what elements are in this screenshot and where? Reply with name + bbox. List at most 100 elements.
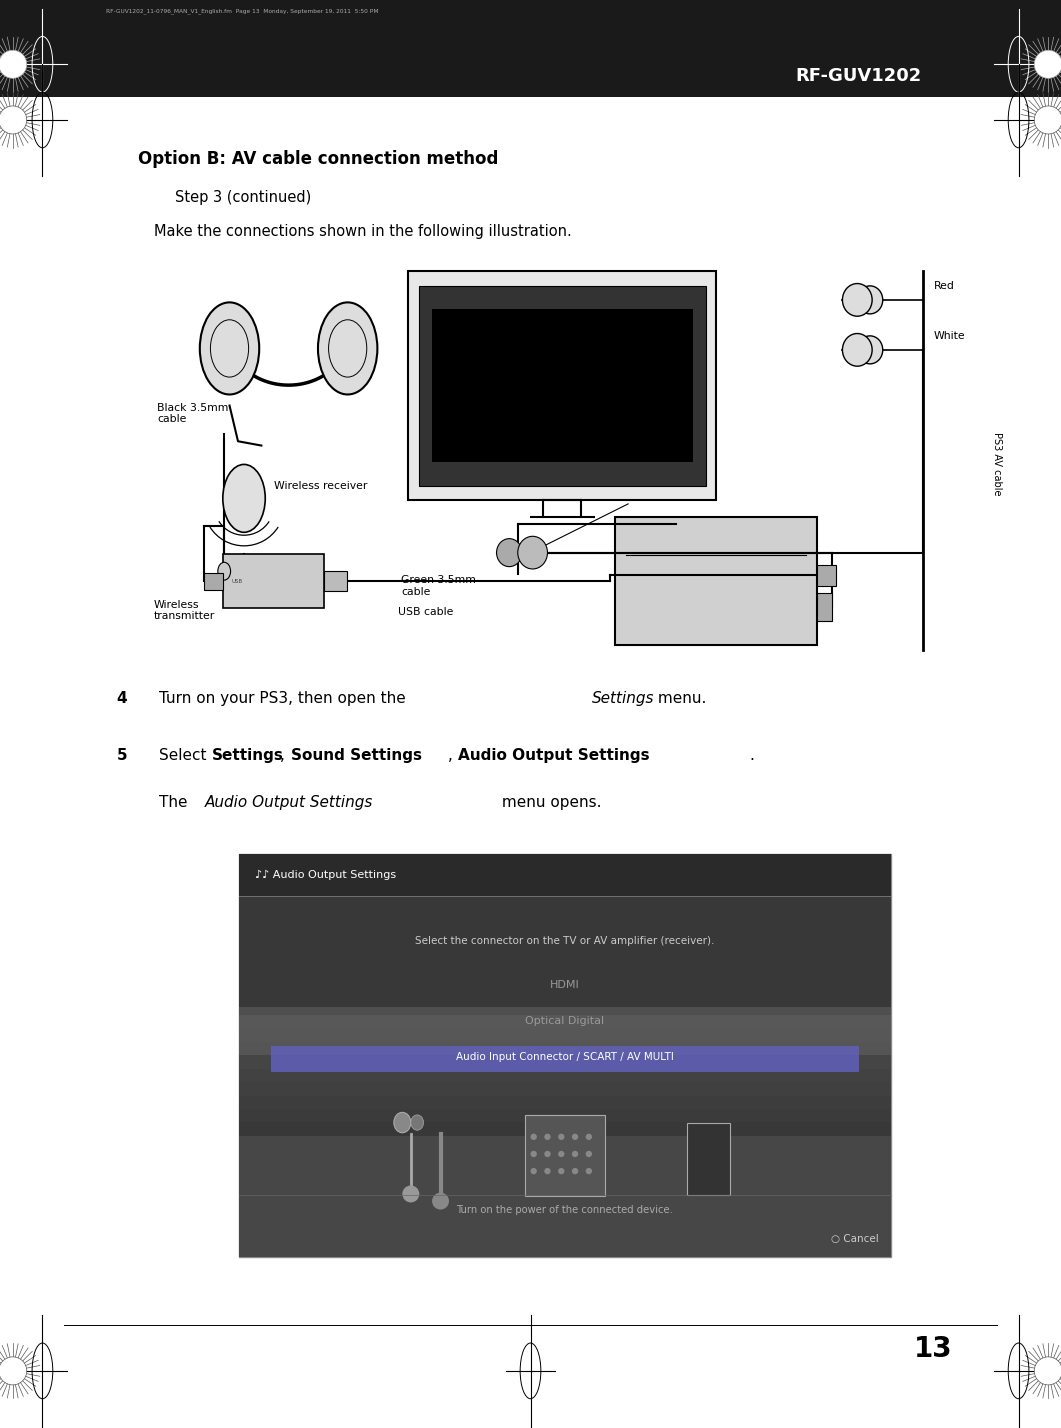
Bar [239, 975, 891, 988]
Bar [239, 1028, 891, 1042]
Bar [239, 1244, 891, 1257]
Text: RF-GUV1202: RF-GUV1202 [796, 67, 922, 84]
Ellipse shape [223, 464, 265, 533]
Ellipse shape [572, 1134, 578, 1140]
Ellipse shape [0, 1357, 27, 1385]
Ellipse shape [199, 303, 259, 394]
Bar [615, 517, 817, 645]
Ellipse shape [530, 1168, 537, 1174]
Ellipse shape [530, 1151, 537, 1157]
Ellipse shape [497, 538, 522, 567]
Text: USB cable: USB cable [398, 607, 453, 617]
Text: Turn on the power of the connected device.: Turn on the power of the connected devic… [456, 1205, 674, 1215]
Ellipse shape [1034, 50, 1061, 79]
Bar [239, 1095, 891, 1110]
Text: ,: , [280, 748, 285, 764]
Ellipse shape [558, 1134, 564, 1140]
Bar [239, 934, 891, 948]
Bar [525, 1115, 605, 1197]
Ellipse shape [544, 1134, 551, 1140]
Text: Settings: Settings [592, 691, 655, 707]
Ellipse shape [432, 1192, 449, 1210]
Text: RCA piggyback cable: RCA piggyback cable [533, 490, 703, 551]
Bar [419, 286, 706, 486]
Bar [239, 1177, 891, 1190]
Ellipse shape [544, 1151, 551, 1157]
Text: USB: USB [231, 578, 243, 584]
Ellipse shape [586, 1168, 592, 1174]
Bar [239, 881, 891, 894]
Ellipse shape [572, 1168, 578, 1174]
Text: Step 3 (continued): Step 3 (continued) [175, 190, 311, 206]
Bar [239, 1068, 891, 1082]
Bar [239, 988, 891, 1001]
Text: Settings: Settings [212, 748, 284, 764]
Text: Optical Digital: Optical Digital [525, 1017, 605, 1027]
Bar [239, 1007, 891, 1055]
Bar [239, 1135, 891, 1150]
Bar [325, 571, 348, 591]
Ellipse shape [394, 1112, 411, 1132]
Text: 4: 4 [117, 691, 127, 707]
Bar [239, 1055, 891, 1068]
Text: Sound Settings: Sound Settings [291, 748, 421, 764]
Bar [239, 1150, 891, 1162]
Ellipse shape [857, 336, 883, 364]
Text: Audio Output Settings: Audio Output Settings [205, 795, 373, 811]
Bar [239, 1217, 891, 1230]
Bar [0, 0, 1061, 97]
Bar [239, 854, 891, 1257]
Ellipse shape [318, 303, 378, 394]
Bar [272, 1045, 858, 1071]
Text: Turn on your PS3, then open the: Turn on your PS3, then open the [159, 691, 411, 707]
Ellipse shape [572, 1151, 578, 1157]
Ellipse shape [218, 563, 230, 580]
Text: ○ Cancel: ○ Cancel [831, 1234, 879, 1244]
Bar [817, 564, 836, 585]
Text: Wireless receiver: Wireless receiver [274, 480, 367, 491]
Bar [817, 593, 832, 621]
Bar [239, 854, 891, 897]
Bar [239, 921, 891, 934]
Bar [239, 1082, 891, 1095]
Text: White: White [934, 331, 966, 341]
Text: Option B: AV cable connection method: Option B: AV cable connection method [138, 150, 499, 169]
Bar [688, 1122, 730, 1195]
Text: ♪♪ Audio Output Settings: ♪♪ Audio Output Settings [255, 870, 396, 880]
Text: RF-GUV1202_11-0796_MAN_V1_English.fm  Page 13  Monday, September 19, 2011  5:50 : RF-GUV1202_11-0796_MAN_V1_English.fm Pag… [106, 9, 379, 14]
Text: PS3 AV cable: PS3 AV cable [992, 433, 1003, 496]
Text: Wireless
transmitter: Wireless transmitter [154, 600, 215, 621]
Ellipse shape [544, 1168, 551, 1174]
Text: 5: 5 [117, 748, 127, 764]
Bar [432, 308, 693, 463]
Text: Make the connections shown in the following illustration.: Make the connections shown in the follow… [154, 224, 572, 240]
Ellipse shape [0, 106, 27, 134]
Bar [239, 1122, 891, 1135]
Bar [408, 271, 716, 500]
Text: .: . [749, 748, 754, 764]
Ellipse shape [411, 1115, 423, 1130]
Bar [224, 554, 325, 608]
Text: The: The [159, 795, 192, 811]
Bar [239, 1042, 891, 1055]
Text: Select: Select [159, 748, 211, 764]
Text: menu.: menu. [653, 691, 706, 707]
Bar [239, 1202, 891, 1217]
Ellipse shape [558, 1168, 564, 1174]
Ellipse shape [530, 1134, 537, 1140]
Ellipse shape [586, 1151, 592, 1157]
Ellipse shape [842, 334, 872, 366]
Text: Red: Red [934, 281, 955, 291]
Text: HDMI: HDMI [550, 980, 580, 990]
Text: Audio Output Settings: Audio Output Settings [458, 748, 650, 764]
Text: menu opens.: menu opens. [497, 795, 601, 811]
Ellipse shape [558, 1151, 564, 1157]
Bar [239, 867, 891, 881]
Ellipse shape [0, 50, 27, 79]
Bar [239, 961, 891, 975]
Bar [239, 854, 891, 867]
Ellipse shape [1034, 106, 1061, 134]
Text: 13: 13 [915, 1335, 953, 1364]
Ellipse shape [1034, 1357, 1061, 1385]
Bar [239, 1001, 891, 1015]
